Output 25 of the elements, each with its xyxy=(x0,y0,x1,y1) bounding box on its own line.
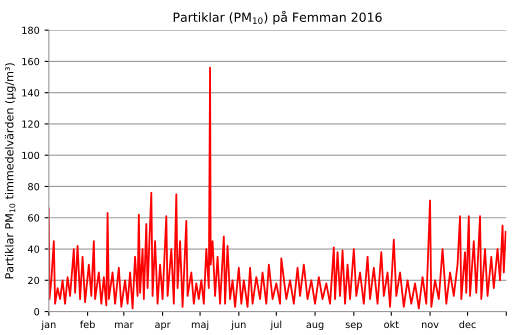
x-tick-label: nov xyxy=(422,322,439,328)
x-tick-label: maj xyxy=(192,320,208,330)
y-tick-label: 0 xyxy=(34,308,40,316)
y-tick-label: 180 xyxy=(22,26,40,34)
x-tick-label: jul xyxy=(270,320,282,330)
x-tick-label: apr xyxy=(155,322,171,330)
y-tick-label: 40 xyxy=(28,245,40,253)
x-tick-label: aug xyxy=(306,322,324,330)
y-axis-title: Partiklar PM$_{10}$ timmedelvärden (µg/m³) xyxy=(4,63,16,278)
x-tick-label: feb xyxy=(80,320,95,328)
x-tick-label: jan xyxy=(41,320,56,330)
x-tick-label: dec xyxy=(459,320,476,328)
y-tick-label: 100 xyxy=(22,152,40,160)
y-tick-label: 60 xyxy=(28,214,40,222)
chart-title: Partiklar (PM$_{10}$) på Femman 2016 xyxy=(174,10,382,24)
y-tick-label: 80 xyxy=(28,182,40,190)
y-tick-label: 140 xyxy=(22,89,40,97)
x-tick-label: okt xyxy=(384,320,399,328)
x-tick-label: sep xyxy=(346,322,362,330)
y-tick-label: 160 xyxy=(22,58,40,66)
y-tick-label: 20 xyxy=(28,276,40,284)
x-tick-label: mar xyxy=(114,322,134,328)
x-tick-label: jun xyxy=(231,320,246,330)
line-series xyxy=(48,66,506,310)
y-tick-label: 120 xyxy=(22,120,40,128)
